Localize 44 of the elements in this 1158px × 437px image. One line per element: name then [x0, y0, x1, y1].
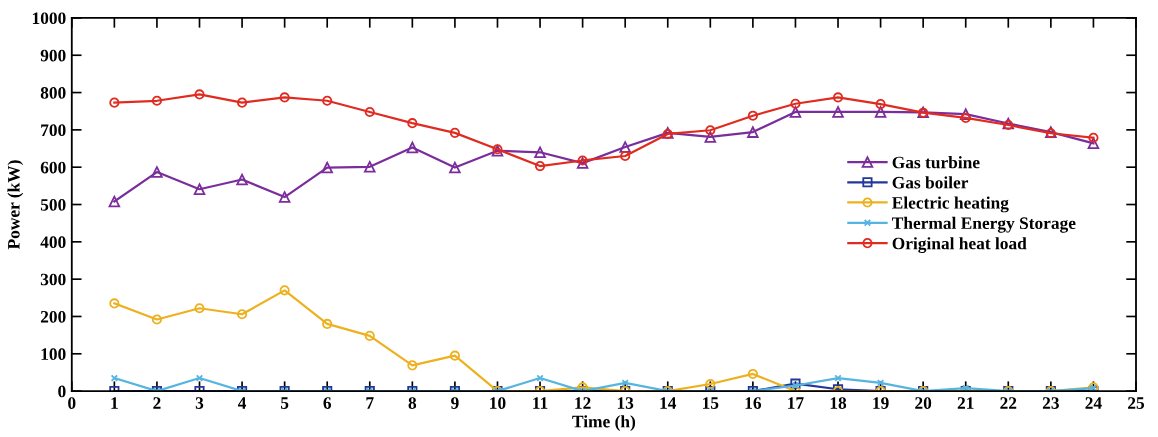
- x-tick-label: 10: [490, 397, 506, 409]
- y-tick-label: 200: [40, 310, 66, 323]
- x-tick-label: 8: [408, 397, 417, 409]
- x-tick-label: 9: [451, 397, 459, 409]
- x-tick-label: 22: [1000, 397, 1017, 409]
- x-tick-label: 23: [1042, 397, 1059, 409]
- x-tick-label: 17: [788, 397, 804, 409]
- y-tick-label: 800: [40, 87, 66, 99]
- x-tick-label: 4: [237, 397, 247, 409]
- y-tick-label: 1000: [32, 12, 66, 25]
- x-tick-label: 14: [660, 397, 677, 409]
- x-tick-label: 13: [617, 397, 634, 409]
- x-tick-label: 16: [745, 397, 762, 409]
- y-axis-title: Power (kW): [7, 160, 24, 250]
- legend-label: Gas boiler: [892, 176, 969, 189]
- x-tick-label: 15: [703, 397, 719, 409]
- x-tick-label: 25: [1128, 397, 1145, 409]
- legend-label: Gas turbine: [892, 156, 980, 169]
- x-tick-label: 11: [533, 397, 548, 409]
- x-tick-label: 0: [68, 397, 76, 409]
- y-tick-label: 300: [40, 273, 66, 286]
- x-tick-label: 5: [280, 397, 289, 409]
- legend-label: Electric heating: [892, 196, 1009, 213]
- x-tick-label: 21: [957, 397, 974, 409]
- y-tick-label: 900: [40, 49, 66, 62]
- x-tick-label: 12: [575, 397, 591, 409]
- x-tick-label: 6: [323, 397, 332, 409]
- y-tick-label: 500: [40, 198, 66, 211]
- x-tick-label: 7: [366, 397, 374, 409]
- y-tick-label: 400: [40, 236, 66, 249]
- x-tick-label: 18: [830, 397, 847, 409]
- x-tick-label: 24: [1085, 397, 1102, 409]
- x-tick-label: 3: [195, 397, 204, 409]
- legend-label: Thermal Energy Storage: [892, 216, 1076, 233]
- legend-label: Original heat load: [892, 237, 1027, 254]
- y-tick-label: 0: [58, 385, 66, 398]
- y-tick-label: 100: [41, 348, 66, 360]
- x-tick-label: 1: [111, 397, 118, 409]
- y-tick-label: 600: [40, 161, 66, 174]
- y-tick-label: 700: [41, 124, 66, 137]
- x-tick-label: 19: [873, 397, 889, 409]
- x-tick-label: 2: [153, 397, 161, 409]
- x-tick-label: 20: [915, 397, 932, 409]
- x-axis-title: Time (h): [572, 415, 636, 431]
